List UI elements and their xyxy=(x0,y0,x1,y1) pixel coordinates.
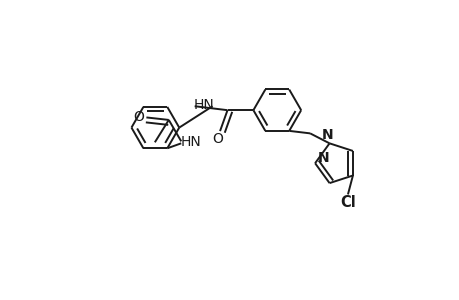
Text: N: N xyxy=(317,151,329,165)
Text: HN: HN xyxy=(193,98,213,112)
Text: N: N xyxy=(321,128,333,142)
Text: O: O xyxy=(133,110,144,124)
Text: HN: HN xyxy=(180,135,201,149)
Text: O: O xyxy=(212,132,223,145)
Text: Cl: Cl xyxy=(339,195,355,210)
